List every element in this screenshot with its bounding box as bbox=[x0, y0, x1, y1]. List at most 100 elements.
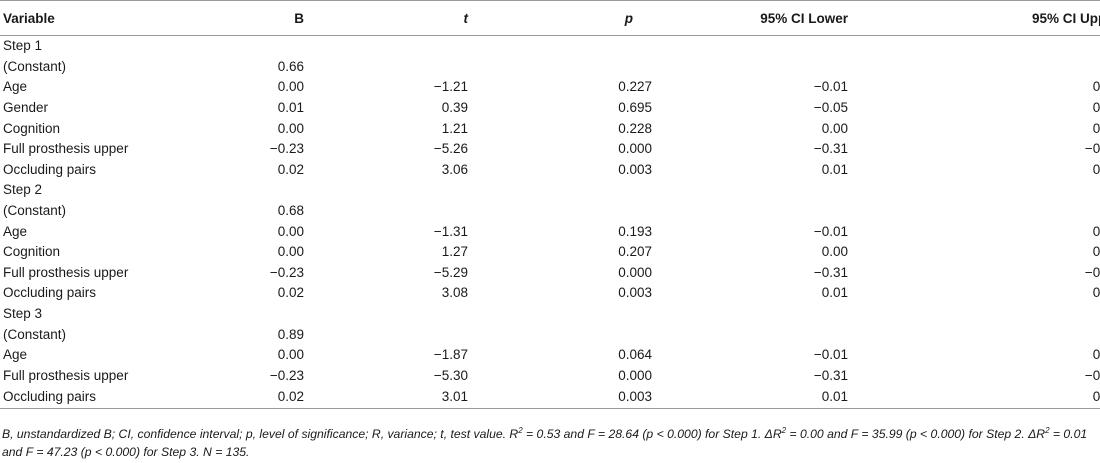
cell-t bbox=[304, 57, 468, 78]
cell-ci-lower: 0.01 bbox=[652, 386, 848, 410]
cell-p: 0.003 bbox=[618, 285, 652, 301]
step-label: Step 2 bbox=[3, 182, 43, 198]
cell-t: 3.01 bbox=[304, 386, 468, 410]
cell-b: 0.00 bbox=[277, 79, 304, 95]
cell-t: 3.06 bbox=[441, 161, 468, 177]
cell-ci-upper: 0.00 bbox=[1092, 223, 1100, 239]
cell-t: −1.87 bbox=[433, 347, 468, 363]
cell-ci-upper: 0.01 bbox=[1092, 244, 1100, 260]
table-row: (Constant) 0.66 bbox=[0, 57, 1100, 78]
cell-t: −5.26 bbox=[433, 141, 468, 157]
table-row: Full prosthesis upper −0.23 −5.29 0.000 −0.3… bbox=[0, 263, 1100, 284]
cell-p bbox=[468, 324, 652, 345]
cell-variable: Occluding pairs bbox=[3, 285, 97, 301]
cell-t: 1.27 bbox=[441, 244, 468, 260]
cell-ci-upper bbox=[848, 201, 1100, 222]
cell-b: 0.02 bbox=[277, 161, 304, 177]
table-row: Age 0.00 −1.21 0.227 −0.01 0.00 bbox=[0, 77, 1100, 98]
table-row: Full prosthesis upper −0.23 −5.26 0.000 −0.3… bbox=[0, 139, 1100, 160]
cell-t bbox=[304, 324, 468, 345]
cell-variable: Occluding pairs bbox=[0, 386, 261, 410]
cell-p: 0.193 bbox=[618, 223, 652, 239]
cell-ci-lower: 0.00 bbox=[821, 244, 848, 260]
cell-ci-upper: 0.03 bbox=[1092, 161, 1100, 177]
regression-table: Variable B t p 95% CI Lower 95% CI Upper… bbox=[0, 0, 1100, 410]
table-row: Gender 0.01 0.39 0.695 −0.05 0.07 bbox=[0, 98, 1100, 119]
header-ci-lower: 95% CI Lower bbox=[652, 0, 848, 36]
footnote-superscript-3: 2 bbox=[1045, 425, 1050, 435]
step-header-row: Step 2 bbox=[0, 180, 1100, 201]
cell-b: 0.00 bbox=[277, 347, 304, 363]
cell-b: 0.66 bbox=[277, 58, 304, 74]
table-row: Age 0.00 −1.31 0.193 −0.01 0.00 bbox=[0, 221, 1100, 242]
cell-ci-upper: −0.14 bbox=[1084, 141, 1100, 157]
step-label: Step 1 bbox=[3, 38, 43, 54]
cell-ci-upper: 0.07 bbox=[1092, 100, 1100, 116]
cell-ci-lower: −0.31 bbox=[813, 367, 848, 383]
cell-ci-upper: 0.03 bbox=[848, 386, 1100, 410]
step-label: Step 3 bbox=[3, 306, 43, 322]
cell-ci-upper: 0.03 bbox=[1092, 285, 1100, 301]
cell-ci-lower bbox=[652, 57, 848, 78]
cell-ci-lower: −0.01 bbox=[813, 223, 848, 239]
cell-b: 0.01 bbox=[277, 100, 304, 116]
cell-b: 0.00 bbox=[277, 244, 304, 260]
cell-ci-upper: −0.14 bbox=[1084, 264, 1100, 280]
cell-p: 0.003 bbox=[468, 386, 652, 410]
header-b: B bbox=[261, 0, 304, 36]
cell-ci-lower: 0.00 bbox=[821, 120, 848, 136]
cell-variable: Age bbox=[3, 79, 28, 95]
cell-variable: Age bbox=[3, 223, 28, 239]
cell-t: 1.21 bbox=[441, 120, 468, 136]
cell-p: 0.207 bbox=[618, 244, 652, 260]
cell-t: 3.08 bbox=[441, 285, 468, 301]
table-row: (Constant) 0.68 bbox=[0, 201, 1100, 222]
cell-variable: (Constant) bbox=[3, 58, 67, 74]
footnote-part-4: = 0.01 and F = 47.23 (p < 0.000) for Ste… bbox=[2, 427, 1088, 459]
cell-b: 0.00 bbox=[277, 120, 304, 136]
footnote-superscript-2: 2 bbox=[781, 425, 787, 435]
cell-variable: Gender bbox=[3, 100, 49, 116]
header-ci-upper: 95% CI Upper bbox=[848, 0, 1100, 36]
cell-p: 0.000 bbox=[618, 141, 652, 157]
cell-b: −0.23 bbox=[269, 141, 304, 157]
table-row: Occluding pairs 0.02 3.08 0.003 0.01 0.03 bbox=[0, 283, 1100, 304]
cell-ci-lower bbox=[652, 201, 848, 222]
cell-t: 0.39 bbox=[441, 100, 468, 116]
footnote-part-1: B, unstandardized B; CI, confidence inte… bbox=[2, 427, 519, 441]
cell-b: −0.23 bbox=[269, 264, 304, 280]
cell-p: 0.227 bbox=[618, 79, 652, 95]
cell-ci-upper: −0.14 bbox=[1084, 367, 1100, 383]
cell-b: 0.02 bbox=[277, 285, 304, 301]
cell-variable: (Constant) bbox=[3, 326, 67, 342]
cell-ci-upper: 0.01 bbox=[1092, 120, 1100, 136]
cell-t: −1.21 bbox=[433, 79, 468, 95]
step-header-row: Step 3 bbox=[0, 304, 1100, 325]
cell-p: 0.695 bbox=[618, 100, 652, 116]
cell-b: 0.00 bbox=[277, 223, 304, 239]
table-body: Step 1 (Constant) 0.66 Age 0.00 −1.21 0.227 −0.… bbox=[0, 36, 1100, 410]
cell-b: −0.23 bbox=[269, 367, 304, 383]
cell-variable: Age bbox=[3, 347, 28, 363]
cell-ci-lower: 0.01 bbox=[821, 161, 848, 177]
cell-variable: Occluding pairs bbox=[3, 161, 97, 177]
header-t: t bbox=[304, 0, 468, 36]
cell-ci-lower: 0.01 bbox=[821, 285, 848, 301]
table-row: Full prosthesis upper −0.23 −5.30 0.000 −0.3… bbox=[0, 366, 1100, 387]
cell-variable: Cognition bbox=[3, 120, 61, 136]
table-row: Occluding pairs 0.02 3.06 0.003 0.01 0.03 bbox=[0, 160, 1100, 181]
cell-b: 0.02 bbox=[261, 386, 304, 410]
cell-ci-lower bbox=[652, 324, 848, 345]
step-header-row: Step 1 bbox=[0, 36, 1100, 57]
cell-b: 0.68 bbox=[277, 203, 304, 219]
table-row: Cognition 0.00 1.27 0.207 0.00 0.01 bbox=[0, 242, 1100, 263]
cell-ci-upper: 0.00 bbox=[1092, 347, 1100, 363]
cell-b: 0.89 bbox=[277, 326, 304, 342]
cell-t: −5.29 bbox=[433, 264, 468, 280]
cell-variable: Full prosthesis upper bbox=[3, 367, 129, 383]
cell-ci-upper bbox=[848, 324, 1100, 345]
cell-t: −5.30 bbox=[433, 367, 468, 383]
cell-ci-lower: −0.01 bbox=[813, 347, 848, 363]
